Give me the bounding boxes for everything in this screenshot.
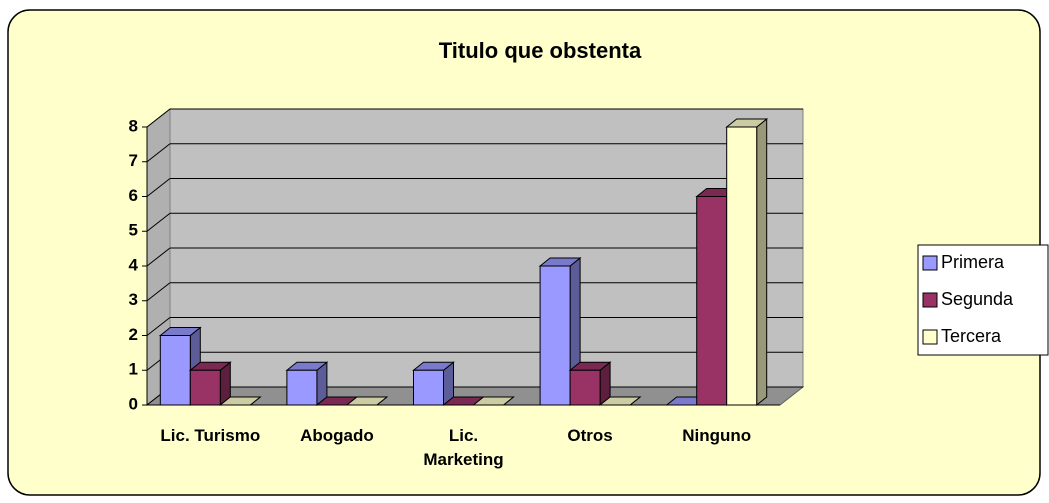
bar — [189, 369, 221, 406]
bar — [539, 265, 571, 406]
legend — [917, 244, 1049, 356]
x-tick-label: Lic. Turismo — [160, 426, 261, 445]
legend-swatch — [922, 292, 938, 308]
bar — [726, 126, 758, 406]
bar-top — [598, 396, 642, 406]
grid-line-side — [146, 247, 171, 267]
chart-title: Titulo que obstenta — [439, 38, 642, 63]
bar — [569, 369, 601, 406]
legend-label: Tercera — [941, 326, 1002, 346]
x-tick-label: Otros — [567, 426, 613, 445]
x-tick-label: Abogado — [300, 426, 374, 445]
y-tick-label: 0 — [129, 394, 138, 413]
grid-line-side — [146, 178, 171, 197]
bar — [696, 196, 728, 406]
grid-line-side — [146, 317, 171, 336]
y-tick-label: 5 — [129, 221, 138, 240]
y-tick-label: 1 — [129, 360, 138, 379]
bar-top — [472, 396, 515, 406]
bar — [159, 335, 191, 406]
grid-line-side — [146, 108, 171, 128]
legend-swatch — [922, 329, 938, 345]
bar-side — [756, 117, 768, 407]
x-tick-label: Lic. Marketing — [423, 426, 504, 469]
grid-line-side — [146, 282, 171, 302]
bar-top — [345, 396, 389, 406]
y-tick-label: 4 — [129, 255, 139, 274]
y-tick-label: 6 — [129, 186, 138, 205]
y-tick-label: 8 — [129, 116, 138, 135]
x-tick-label: Ninguno — [682, 426, 752, 445]
legend-label: Primera — [941, 252, 1005, 272]
y-tick-label: 2 — [129, 325, 138, 344]
bar — [413, 369, 444, 406]
y-tick-label: 3 — [129, 290, 138, 309]
grid-line-side — [146, 143, 171, 163]
bar — [286, 369, 318, 406]
y-tick-label: 7 — [129, 151, 138, 170]
legend-swatch — [922, 255, 938, 271]
grid-line-side — [146, 212, 171, 232]
legend-label: Segunda — [941, 289, 1014, 309]
bar-top — [218, 396, 262, 406]
